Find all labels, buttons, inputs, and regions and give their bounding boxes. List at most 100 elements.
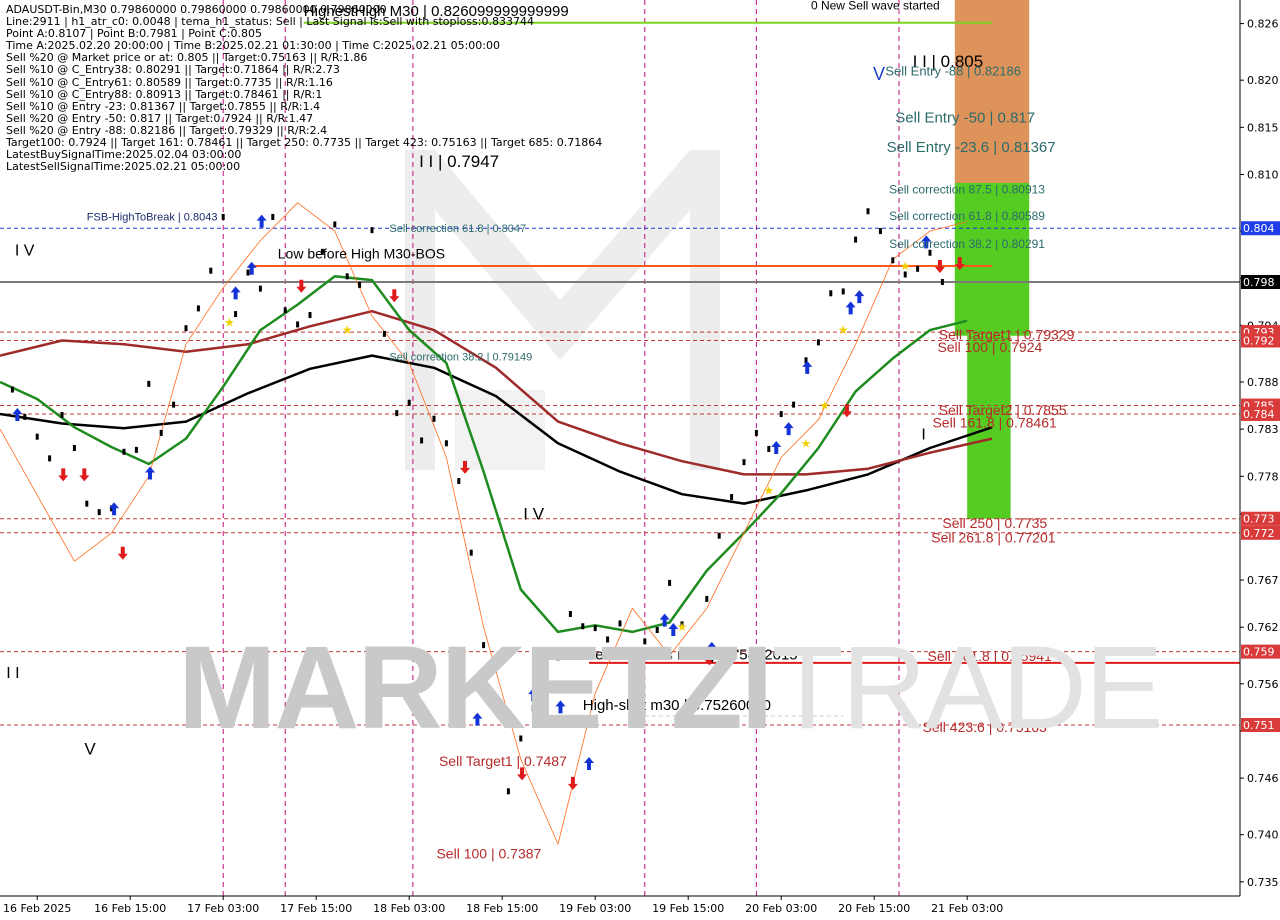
candle bbox=[804, 357, 808, 364]
signal-markers: ★ ★ ★ ★ ★ ★ ★ ★ bbox=[12, 214, 965, 790]
candle bbox=[320, 248, 324, 255]
price-tag-label: 0.804 bbox=[1243, 222, 1275, 235]
candle bbox=[184, 325, 188, 332]
candle bbox=[147, 380, 151, 387]
buy-arrow-icon bbox=[246, 261, 257, 275]
candle bbox=[506, 788, 510, 795]
candle bbox=[308, 312, 312, 319]
candle bbox=[296, 321, 300, 328]
x-tick-label: 21 Feb 03:00 bbox=[931, 902, 1003, 915]
y-tick-label: 0.762 bbox=[1247, 621, 1279, 634]
sell-arrow-icon bbox=[704, 652, 715, 666]
sell-arrow-icon bbox=[389, 289, 400, 303]
chart-label: I I bbox=[6, 665, 19, 682]
y-tick-label: 0.740 bbox=[1247, 829, 1279, 842]
candle bbox=[72, 445, 76, 451]
candle bbox=[940, 279, 944, 286]
candle bbox=[407, 399, 411, 406]
buy-arrow-icon bbox=[145, 466, 156, 480]
info-line: Sell %20 @ Market price or at: 0.805 || … bbox=[6, 51, 368, 65]
sell-arrow-icon bbox=[58, 468, 69, 482]
chart-label: V bbox=[84, 740, 96, 759]
candle bbox=[779, 411, 783, 418]
sell-arrow-icon bbox=[954, 257, 965, 271]
y-tick-label: 0.826 bbox=[1247, 18, 1279, 31]
x-tick-label: 19 Feb 03:00 bbox=[559, 902, 631, 915]
price-tag bbox=[1241, 275, 1280, 290]
price-tag-label: 0.772 bbox=[1243, 527, 1275, 540]
candle bbox=[705, 595, 709, 602]
y-tick-label: 0.735 bbox=[1247, 876, 1279, 889]
candle bbox=[680, 621, 684, 628]
chart-label: Sell 161.8 | 0.78461 bbox=[932, 414, 1057, 430]
y-tick-label: 0.788 bbox=[1247, 376, 1279, 389]
chart-label: Sell 261.8 | 0.77201 bbox=[931, 529, 1056, 545]
chart-label: Sell 100 | 0.7387 bbox=[436, 845, 541, 861]
x-tick-label: 17 Feb 15:00 bbox=[280, 902, 352, 915]
chart-label: I I | 0.805 bbox=[913, 52, 984, 71]
y-tick-label: 0.767 bbox=[1247, 574, 1279, 587]
candles bbox=[10, 208, 944, 795]
chart-label: 0 New Sell wave started bbox=[811, 0, 940, 12]
chart-label: Sell-Stoploss m30 | 0.75822615 bbox=[585, 646, 797, 663]
star-icon: ★ bbox=[900, 259, 911, 273]
level-lines bbox=[0, 21, 1240, 726]
price-tag bbox=[1241, 406, 1280, 421]
x-tick-label: 16 Feb 15:00 bbox=[94, 902, 166, 915]
price-tag bbox=[1241, 221, 1280, 236]
star-icon: ★ bbox=[677, 620, 688, 634]
candle bbox=[134, 446, 138, 453]
info-line: Line:2911 | h1_atr_c0: 0.0048 | tema_h1_… bbox=[6, 15, 534, 29]
series-ma_green bbox=[0, 275, 968, 634]
candle bbox=[172, 401, 176, 408]
candle bbox=[655, 627, 659, 634]
candle bbox=[432, 415, 436, 422]
info-line: Time A:2025.02.20 20:00:00 | Time B:2025… bbox=[6, 39, 500, 53]
candle bbox=[258, 285, 262, 292]
price-tags: 0.8040.7980.7930.7920.7850.7840.7730.772… bbox=[1241, 221, 1280, 733]
candle bbox=[271, 213, 275, 220]
candle bbox=[358, 281, 362, 288]
info-line: ADAUSDT-Bin,M30 0.79860000 0.79860000 0.… bbox=[6, 3, 387, 16]
buy-arrow-icon bbox=[668, 623, 679, 637]
candle bbox=[692, 651, 696, 658]
price-tag bbox=[1241, 644, 1280, 659]
price-tag-label: 0.792 bbox=[1243, 334, 1275, 347]
candle bbox=[159, 429, 163, 436]
watermark-part2: TRADE bbox=[771, 622, 1164, 754]
buy-arrow-icon bbox=[659, 613, 670, 627]
star-icon: ★ bbox=[224, 316, 235, 330]
candle bbox=[209, 267, 213, 274]
star-icon: ★ bbox=[342, 323, 353, 337]
chart-label: Sell correction 61.8 | 0.80589 bbox=[889, 209, 1045, 223]
info-line: LatestBuySignalTime:2025.02.04 03:00:00 bbox=[6, 148, 242, 162]
buy-arrow-icon bbox=[854, 290, 865, 304]
info-line: Sell %10 @ C_Entry88: 0.80913 || Target:… bbox=[6, 87, 323, 101]
target-zone bbox=[954, 182, 1030, 336]
buy-arrow-icon bbox=[584, 756, 594, 770]
candle bbox=[333, 221, 337, 228]
candle bbox=[122, 448, 126, 455]
chart-label: Sell correction 38.2 | 0.79149 bbox=[389, 351, 532, 363]
candle bbox=[816, 339, 820, 346]
chart-label: Sell Target1 | 0.79329 bbox=[939, 327, 1075, 343]
star-icon: ★ bbox=[838, 323, 849, 337]
candle bbox=[593, 625, 597, 632]
chart-label: Sell 250 | 0.7735 bbox=[942, 515, 1047, 531]
price-axis: 0.8260.8200.8150.8100.7940.7880.7830.778… bbox=[1240, 18, 1279, 889]
chart-label: Sell Entry -23.6 | 0.81367 bbox=[887, 139, 1056, 156]
candle bbox=[854, 236, 858, 243]
buy-arrow-icon bbox=[528, 688, 539, 702]
series-ma_black bbox=[0, 354, 993, 505]
candle bbox=[444, 440, 448, 447]
candle bbox=[878, 228, 882, 235]
candle bbox=[792, 401, 796, 408]
info-line: Sell %20 @ Entry -50: 0.817 || Target:0.… bbox=[6, 111, 314, 125]
candle bbox=[395, 410, 399, 417]
candle bbox=[196, 305, 200, 312]
candle bbox=[754, 429, 758, 436]
candle bbox=[568, 610, 572, 617]
y-tick-label: 0.810 bbox=[1247, 168, 1279, 181]
sell-arrow-icon bbox=[460, 460, 470, 474]
